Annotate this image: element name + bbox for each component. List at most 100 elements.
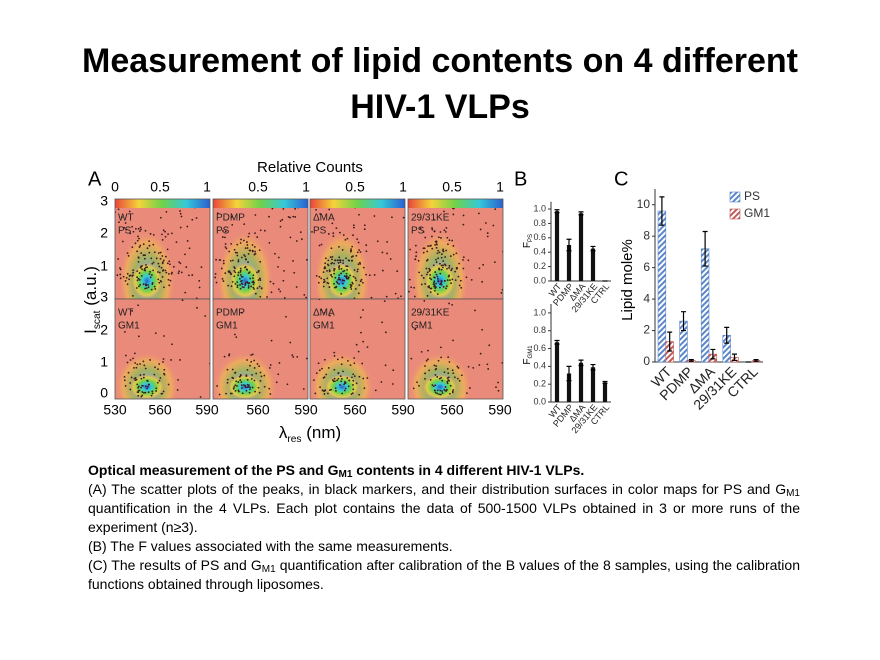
scatter-dot xyxy=(157,252,160,254)
scatter-dot xyxy=(124,222,127,224)
scatter-dot xyxy=(341,356,344,359)
scatter-dot xyxy=(133,352,136,355)
scatter-dot xyxy=(159,216,162,219)
scatter-dot xyxy=(420,283,423,286)
scatter-dot xyxy=(435,261,438,264)
bar xyxy=(554,342,560,402)
scatter-dot xyxy=(239,374,242,376)
scatter-dot xyxy=(347,259,350,262)
scatter-dot xyxy=(339,375,342,378)
scatter-dot xyxy=(342,262,344,264)
scatter-dot xyxy=(117,208,120,211)
scatter-dot xyxy=(439,393,442,396)
scatter-dot xyxy=(351,392,354,395)
scatter-dot xyxy=(283,269,285,272)
scatter-dot xyxy=(386,252,388,255)
scatter-dot xyxy=(392,369,395,372)
scatter-dot xyxy=(233,248,236,251)
scatter-dot xyxy=(179,212,182,215)
scatter-dot xyxy=(366,377,369,379)
colorbar-tick: 0.5 xyxy=(442,179,462,195)
scatter-dot xyxy=(443,210,445,213)
scatter-dot xyxy=(126,283,129,286)
scatter-dot xyxy=(269,280,272,283)
scatter-dot xyxy=(362,281,364,284)
scatter-dot xyxy=(282,279,285,282)
scatter-dot xyxy=(437,249,440,252)
heatmap-plot: ΔMA GM1 xyxy=(309,298,406,400)
scatter-dot xyxy=(294,216,297,218)
scatter-dot xyxy=(493,261,496,264)
scatter-dot xyxy=(137,227,140,230)
y-tick-label: 0.4 xyxy=(533,247,546,257)
scatter-dot xyxy=(339,231,341,234)
scatter-dot xyxy=(345,257,347,260)
scatter-dot xyxy=(448,264,451,267)
scatter-dot xyxy=(446,236,449,239)
scatter-dot xyxy=(162,229,165,232)
scatter-dot xyxy=(424,236,427,239)
scatter-dot xyxy=(243,254,245,256)
scatter-dot xyxy=(143,267,146,270)
scatter-dot xyxy=(442,260,445,262)
scatter-dot xyxy=(445,388,448,391)
scatter-dot xyxy=(162,358,165,360)
scatter-dot xyxy=(331,261,334,264)
scatter-dot xyxy=(198,280,201,282)
scatter-dot xyxy=(460,286,463,289)
scatter-dot xyxy=(344,238,347,241)
scatter-dot xyxy=(323,267,326,270)
scatter-dot xyxy=(436,389,439,392)
scatter-dot xyxy=(165,210,168,213)
plot-label: ΔMA xyxy=(313,308,335,319)
scatter-dot xyxy=(268,215,270,218)
scatter-dot xyxy=(144,229,147,232)
scatter-dot xyxy=(125,228,127,231)
scatter-dot xyxy=(394,292,397,295)
density-core xyxy=(326,261,358,299)
scatter-dot xyxy=(249,386,252,389)
scatter-dot xyxy=(413,286,416,289)
scatter-dot xyxy=(168,260,171,263)
scatter-dot xyxy=(440,376,443,379)
scatter-dot xyxy=(334,259,336,262)
scatter-dot xyxy=(143,391,145,394)
scatter-dot xyxy=(468,387,471,389)
scatter-dot xyxy=(156,381,159,384)
scatter-dot xyxy=(440,356,443,359)
scatter-dot xyxy=(236,251,238,254)
scatter-dot xyxy=(440,264,443,267)
scatter-dot xyxy=(345,272,348,275)
scatter-dot xyxy=(132,274,134,277)
scatter-dot xyxy=(129,382,132,384)
scatter-dot xyxy=(442,266,444,269)
scatter-dot xyxy=(318,369,321,372)
scatter-dot xyxy=(326,269,328,272)
scatter-dot xyxy=(414,244,417,247)
scatter-dot xyxy=(220,267,223,270)
scatter-dot xyxy=(251,386,254,389)
scatter-dot xyxy=(358,284,361,287)
scatter-dot xyxy=(214,273,217,275)
scatter-dot xyxy=(243,384,245,386)
scatter-dot xyxy=(497,381,499,384)
scatter-dot xyxy=(157,271,159,273)
x-tick-label: 590 xyxy=(294,402,318,418)
scatter-dot xyxy=(444,256,447,258)
scatter-dot xyxy=(159,257,162,260)
scatter-dot xyxy=(451,278,454,281)
scatter-dot xyxy=(366,346,369,348)
scatter-dot xyxy=(440,256,443,259)
scatter-dot xyxy=(351,282,354,285)
scatter-dot xyxy=(151,262,154,265)
scatter-dot xyxy=(330,247,333,250)
scatter-dot xyxy=(436,277,439,280)
caption: Optical measurement of the PS and GM1 co… xyxy=(88,461,800,594)
scatter-dot xyxy=(328,286,331,288)
scatter-dot xyxy=(151,390,154,393)
scatter-dot xyxy=(351,245,354,248)
scatter-dot xyxy=(135,378,138,381)
scatter-dot xyxy=(124,280,127,282)
scatter-dot xyxy=(429,287,432,290)
legend-label: PS xyxy=(744,189,760,203)
